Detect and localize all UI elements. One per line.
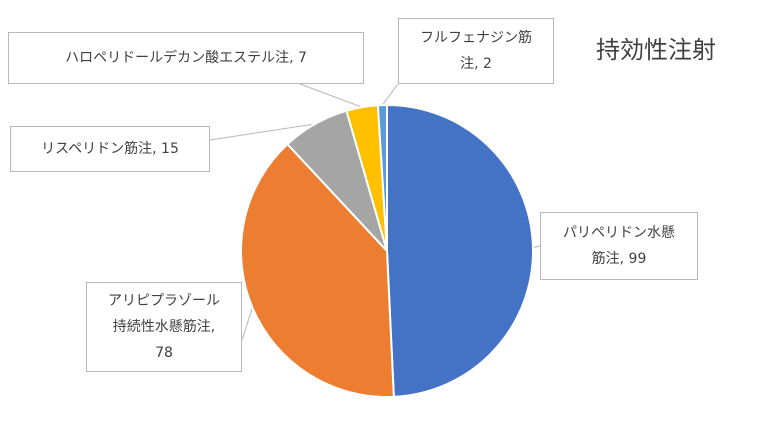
label-aripiprazole: アリピプラゾール 持続性水懸筋注, 78 [86, 282, 242, 372]
label-risperidone: リスペリドン筋注, 15 [10, 126, 210, 172]
label-aripiprazole-line3: 78 [155, 345, 173, 361]
label-aripiprazole-line2: 持続性水懸筋注, [112, 319, 216, 335]
label-paliperidone-line1: パリペリドン水懸 [563, 225, 675, 241]
label-fluphenazine-line1: フルフェナジン筋 [420, 30, 532, 46]
label-fluphenazine: フルフェナジン筋 注, 2 [398, 18, 554, 84]
label-fluphenazine-line2: 注, 2 [460, 56, 492, 72]
label-aripiprazole-line1: アリピプラゾール [108, 293, 220, 309]
label-paliperidone-line2: 筋注, 99 [591, 251, 647, 267]
leader-line-aripiprazole [241, 307, 253, 341]
leader-line-fluphenazine [382, 83, 399, 106]
leader-line-paliperidone [532, 245, 541, 249]
leader-line-haloperidol [299, 83, 363, 108]
label-paliperidone: パリペリドン水懸 筋注, 99 [540, 212, 698, 280]
label-haloperidol-line1: ハロペリドールデカン酸エステル注, 7 [65, 50, 307, 66]
label-risperidone-line1: リスペリドン筋注, 15 [41, 141, 179, 157]
chart-title: 持効性注射 [596, 36, 716, 64]
pie-slice-aripiprazole [240, 142, 395, 398]
pie-slice-fluphenazine [376, 103, 388, 252]
pie-slice-paliperidone [386, 103, 534, 398]
leader-line-risperidone [209, 123, 316, 141]
label-haloperidol: ハロペリドールデカン酸エステル注, 7 [8, 32, 364, 84]
